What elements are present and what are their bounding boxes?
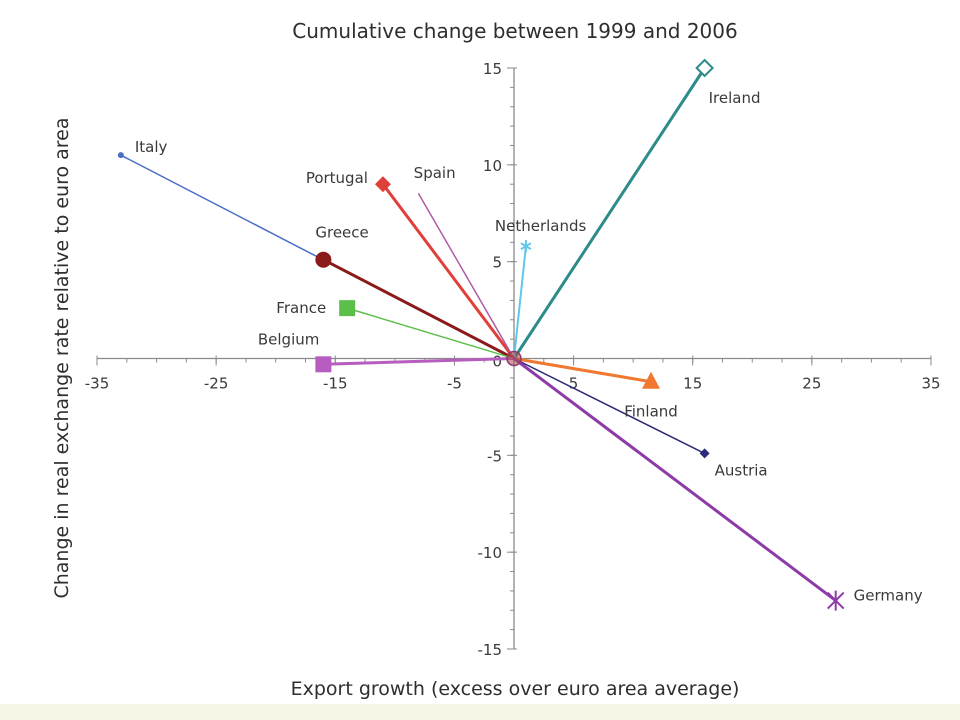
line-germany xyxy=(512,357,838,603)
label-greece: Greece xyxy=(315,224,368,242)
line-portugal xyxy=(381,182,516,360)
label-ireland: Ireland xyxy=(709,89,761,107)
label-germany: Germany xyxy=(854,587,923,605)
x-tick-label: -35 xyxy=(85,375,110,393)
axes: -35 -25 -15 -5 5 15 25 35 -15 -10 -5 5 10 15 0 xyxy=(85,60,941,659)
series-markers xyxy=(117,58,845,611)
x-tick-label: 15 xyxy=(683,375,702,393)
line-netherlands xyxy=(513,245,527,360)
line-austria xyxy=(513,357,706,455)
marker-stroke xyxy=(520,242,532,251)
marker-italy xyxy=(117,152,124,159)
y-tick-label: -5 xyxy=(487,447,502,465)
x-tick-label: 25 xyxy=(802,375,821,393)
marker-netherlands xyxy=(520,240,532,253)
series-labels: Ireland Italy Portugal Spain Netherlands Gree… xyxy=(135,89,923,605)
line-belgium xyxy=(321,357,516,366)
line-finland xyxy=(512,357,653,384)
label-spain: Spain xyxy=(414,164,456,182)
label-netherlands: Netherlands xyxy=(495,217,587,235)
footer-strip xyxy=(0,704,960,720)
line-france xyxy=(346,307,515,360)
marker-austria xyxy=(699,448,710,459)
label-belgium: Belgium xyxy=(258,330,320,348)
label-finland: Finland xyxy=(624,403,678,421)
y-tick-label: 10 xyxy=(483,157,502,175)
marker-finland xyxy=(642,371,661,389)
marker-belgium xyxy=(315,356,332,373)
marker-germany xyxy=(826,590,845,611)
label-austria: Austria xyxy=(715,461,768,479)
line-greece xyxy=(321,258,516,360)
y-tick-label: -10 xyxy=(478,544,503,562)
marker-greece xyxy=(315,251,332,268)
label-france: France xyxy=(276,299,326,317)
y-tick-label: 5 xyxy=(492,254,502,272)
origin-label: 0 xyxy=(492,353,502,371)
marker-ireland xyxy=(695,58,715,78)
y-tick-label: 15 xyxy=(483,60,502,78)
x-tick-label: -5 xyxy=(447,375,462,393)
marker-france xyxy=(339,300,356,317)
origin-marker xyxy=(506,350,522,367)
marker-portugal xyxy=(374,176,391,193)
x-tick-label: -25 xyxy=(204,375,229,393)
chart-title: Cumulative change between 1999 and 2006 xyxy=(292,19,737,43)
label-italy: Italy xyxy=(135,138,168,156)
series-lines xyxy=(120,66,838,603)
x-tick-label: -15 xyxy=(323,375,348,393)
y-axis-title: Change in real exchange rate relative to… xyxy=(51,117,73,598)
line-spain xyxy=(417,193,515,360)
x-tick-label: 35 xyxy=(921,375,940,393)
x-axis-title: Export growth (excess over euro area ave… xyxy=(291,678,740,700)
line-ireland xyxy=(512,66,707,360)
label-portugal: Portugal xyxy=(306,169,368,187)
x-tick-label: 5 xyxy=(569,375,579,393)
y-tick-label: -15 xyxy=(478,641,503,659)
